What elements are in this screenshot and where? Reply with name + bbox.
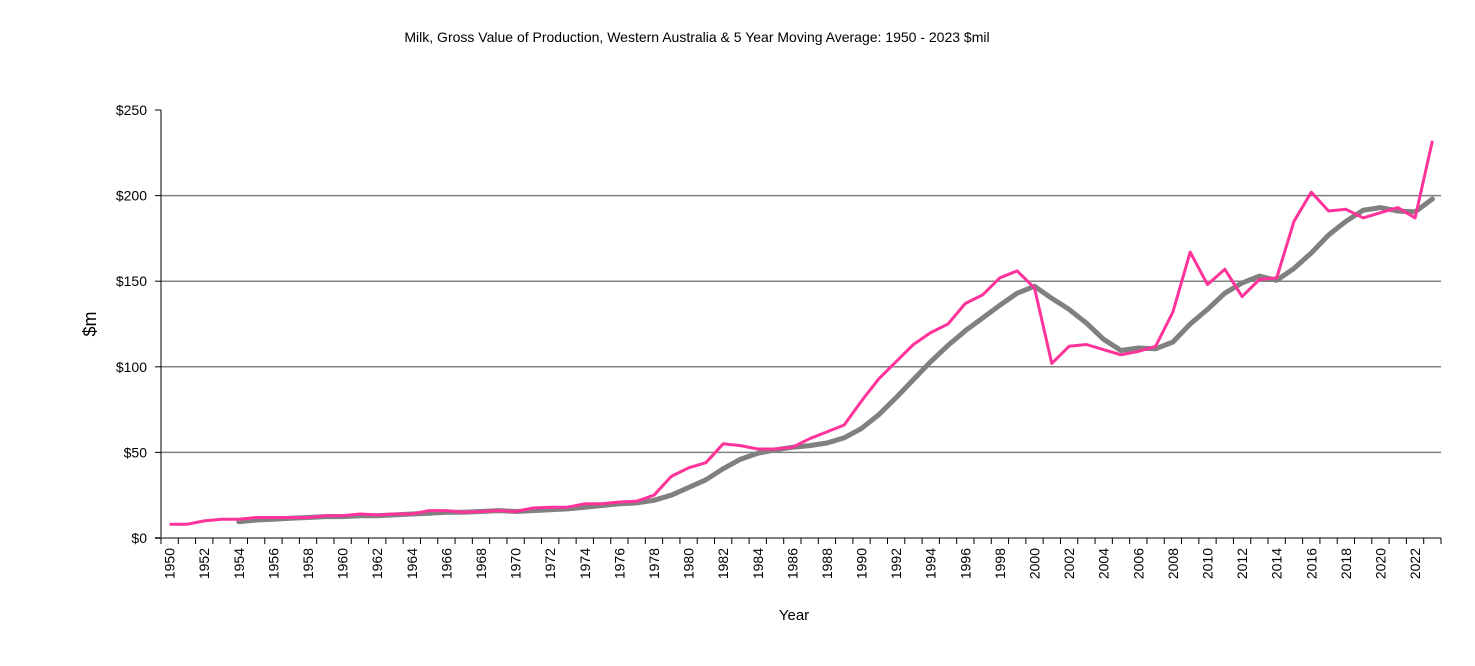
x-tick-label: 1998 xyxy=(992,548,1008,579)
x-tick-label: 1966 xyxy=(438,548,454,579)
x-tick-label: 1996 xyxy=(957,548,973,579)
x-tick-label: 2014 xyxy=(1269,548,1285,579)
y-tick-label: $250 xyxy=(116,102,147,118)
y-tick-label: $150 xyxy=(116,273,147,289)
x-tick-label: 2022 xyxy=(1407,548,1423,579)
chart-title: Milk, Gross Value of Production, Western… xyxy=(404,29,989,45)
x-tick-label: 1988 xyxy=(819,548,835,579)
x-tick-label: 2018 xyxy=(1338,548,1354,579)
x-tick-label: 1956 xyxy=(265,548,281,579)
y-tick-label: $0 xyxy=(131,530,147,546)
x-tick-label: 2004 xyxy=(1096,548,1112,579)
x-tick-label: 1954 xyxy=(231,548,247,579)
y-tick-label: $200 xyxy=(116,188,147,204)
axes xyxy=(155,110,1441,539)
x-tick-label: 1976 xyxy=(611,548,627,579)
series-line-moving-average xyxy=(236,196,1435,525)
y-axis-label: $m xyxy=(80,311,100,336)
x-tick-label: 2008 xyxy=(1165,548,1181,579)
x-axis-ticks: 1950 1952 1954 1956 1958 1960 1962 1964 1966 1968… xyxy=(160,538,1442,579)
x-tick-label: 1978 xyxy=(646,548,662,579)
x-tick-label: 1972 xyxy=(542,548,558,579)
x-axis-label: Year xyxy=(779,607,809,624)
x-tick-label: 2012 xyxy=(1234,548,1250,579)
x-tick-label: 1962 xyxy=(369,548,385,579)
x-tick-label: 1950 xyxy=(162,548,178,579)
y-tick-label: $50 xyxy=(124,444,148,460)
x-tick-label: 2000 xyxy=(1027,548,1043,579)
x-tick-label: 2010 xyxy=(1199,548,1215,579)
x-tick-label: 2006 xyxy=(1130,548,1146,579)
x-tick-label: 2002 xyxy=(1061,548,1077,579)
x-tick-label: 1960 xyxy=(335,548,351,579)
x-tick-label: 1984 xyxy=(750,548,766,579)
x-tick-label: 1990 xyxy=(854,548,870,579)
x-tick-label: 1964 xyxy=(404,548,420,579)
x-tick-label: 1958 xyxy=(300,548,316,579)
x-tick-label: 1970 xyxy=(508,548,524,579)
y-tick-label: $100 xyxy=(116,359,147,375)
series-lines xyxy=(169,140,1435,526)
x-tick-label: 1974 xyxy=(577,548,593,579)
x-tick-label: 1980 xyxy=(681,548,697,579)
x-tick-label: 1986 xyxy=(784,548,800,579)
x-tick-label: 1952 xyxy=(196,548,212,579)
x-tick-label: 1992 xyxy=(888,548,904,579)
x-tick-label: 2020 xyxy=(1372,548,1388,579)
gridlines xyxy=(161,194,1441,454)
x-tick-label: 2016 xyxy=(1303,548,1319,579)
y-axis-ticks: $0 $50 $100 $150 $200 $250 xyxy=(116,102,161,546)
x-tick-label: 1982 xyxy=(715,548,731,579)
x-tick-label: 1968 xyxy=(473,548,489,579)
x-tick-label: 1994 xyxy=(923,548,939,579)
series-line-gross-value xyxy=(169,140,1434,526)
